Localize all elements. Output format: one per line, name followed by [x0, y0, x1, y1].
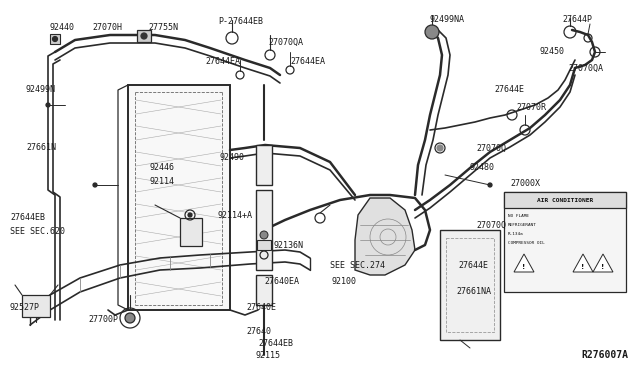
- Circle shape: [488, 183, 492, 187]
- Text: 27070H: 27070H: [92, 23, 122, 32]
- Text: 92450: 92450: [540, 48, 565, 57]
- Circle shape: [125, 313, 135, 323]
- Text: 27640: 27640: [246, 327, 271, 337]
- Bar: [137, 30, 151, 42]
- Text: 27070QA: 27070QA: [268, 38, 303, 46]
- Polygon shape: [573, 254, 593, 272]
- Bar: [256, 190, 272, 270]
- Bar: [128, 85, 230, 310]
- Text: R-134a: R-134a: [508, 232, 524, 236]
- Bar: [256, 145, 272, 185]
- Polygon shape: [355, 198, 415, 275]
- Bar: [440, 230, 500, 340]
- Text: NO FLAME: NO FLAME: [508, 214, 529, 218]
- Text: 27644EB: 27644EB: [258, 340, 293, 349]
- Circle shape: [425, 25, 439, 39]
- Text: 92480: 92480: [470, 164, 495, 173]
- Text: 92136N: 92136N: [274, 241, 304, 250]
- Bar: [446, 238, 494, 332]
- Text: 27640E: 27640E: [246, 304, 276, 312]
- Text: 27644E: 27644E: [458, 260, 488, 269]
- Text: 27640EA: 27640EA: [264, 278, 299, 286]
- Text: 27661N: 27661N: [26, 144, 56, 153]
- Bar: [504, 192, 626, 208]
- Bar: [50, 34, 60, 44]
- Circle shape: [437, 145, 443, 151]
- Text: !: !: [522, 264, 525, 270]
- Bar: [504, 192, 626, 292]
- Text: SEE SEC.620: SEE SEC.620: [10, 228, 65, 237]
- Text: R276007A: R276007A: [581, 350, 628, 360]
- Text: 92440: 92440: [50, 23, 75, 32]
- Text: 92114: 92114: [150, 177, 175, 186]
- Text: 27070QA: 27070QA: [568, 64, 603, 73]
- Circle shape: [260, 231, 268, 239]
- Bar: [180, 218, 202, 246]
- Text: 92527P: 92527P: [10, 304, 40, 312]
- Text: 27644EB: 27644EB: [10, 214, 45, 222]
- Bar: [256, 275, 272, 305]
- Text: AIR CONDITIONER: AIR CONDITIONER: [537, 198, 593, 202]
- Text: !: !: [602, 264, 605, 270]
- Text: 92499NA: 92499NA: [430, 16, 465, 25]
- Text: 27700P: 27700P: [88, 315, 118, 324]
- Text: 27644E: 27644E: [494, 86, 524, 94]
- Circle shape: [141, 33, 147, 39]
- Circle shape: [52, 36, 58, 42]
- Bar: [257, 240, 271, 250]
- Text: P-27644EB: P-27644EB: [218, 17, 263, 26]
- Text: 27644P: 27644P: [562, 16, 592, 25]
- Text: 27644EA: 27644EA: [205, 58, 240, 67]
- Polygon shape: [593, 254, 613, 272]
- Text: REFRIGERANT: REFRIGERANT: [508, 223, 537, 227]
- Circle shape: [93, 183, 97, 187]
- Text: 27644EA: 27644EA: [290, 58, 325, 67]
- Text: 27070R: 27070R: [516, 103, 546, 112]
- Circle shape: [188, 213, 192, 217]
- Text: 92490: 92490: [220, 154, 245, 163]
- Text: 92499N: 92499N: [26, 86, 56, 94]
- Text: 27070Q: 27070Q: [476, 144, 506, 153]
- Text: SEE SEC.274: SEE SEC.274: [330, 260, 385, 269]
- Text: !: !: [581, 264, 584, 270]
- Circle shape: [46, 103, 50, 107]
- Text: 92100: 92100: [332, 278, 357, 286]
- Bar: [22, 295, 50, 317]
- Text: 92115: 92115: [256, 352, 281, 360]
- Polygon shape: [514, 254, 534, 272]
- Text: 27755N: 27755N: [148, 23, 178, 32]
- Text: 27070Q: 27070Q: [476, 221, 506, 230]
- Text: 27000X: 27000X: [510, 179, 540, 188]
- Text: 92114+A: 92114+A: [218, 211, 253, 219]
- Text: COMPRESSOR OIL: COMPRESSOR OIL: [508, 241, 545, 245]
- Text: 92446: 92446: [150, 164, 175, 173]
- Text: 27661NA: 27661NA: [456, 288, 491, 296]
